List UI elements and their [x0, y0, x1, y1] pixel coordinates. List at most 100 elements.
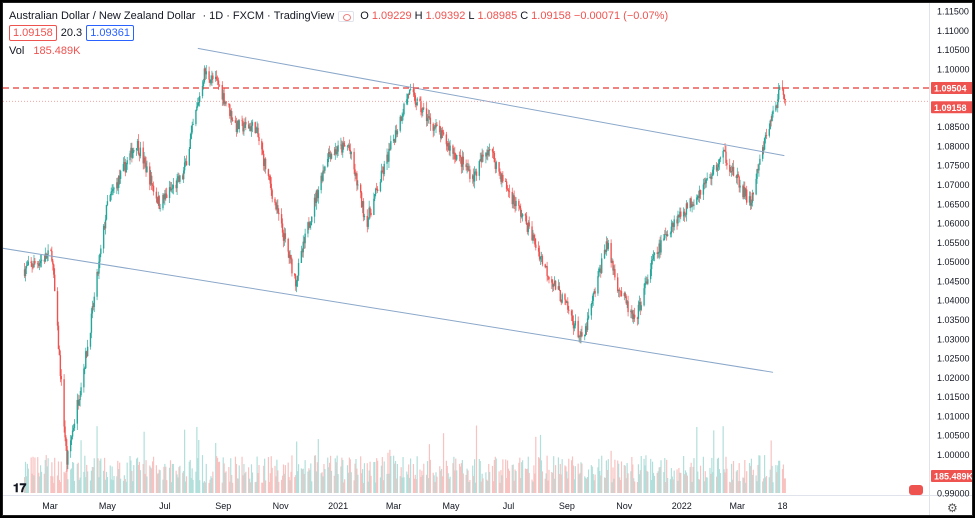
- volume-bar: [462, 473, 464, 493]
- volume-bar: [692, 466, 694, 493]
- y-tick-label: 1.07500: [937, 161, 970, 171]
- trendline[interactable]: [197, 47, 785, 157]
- candle-body: [521, 214, 524, 217]
- candle-body: [46, 254, 48, 259]
- candle-body: [686, 203, 689, 209]
- candle-body: [570, 310, 573, 316]
- volume-bar: [296, 441, 298, 493]
- volume-bar: [618, 477, 621, 493]
- volume-bar: [448, 478, 450, 493]
- tradingview-logo-icon[interactable]: 𝟏𝟕: [13, 481, 27, 495]
- volume-bar: [80, 440, 82, 493]
- candle-body: [188, 148, 191, 166]
- volume-bar: [267, 457, 270, 493]
- candle-body: [32, 266, 34, 268]
- volume-bar: [574, 466, 576, 493]
- candle-body: [605, 241, 608, 252]
- candle-body: [679, 211, 681, 218]
- candle-body: [566, 301, 568, 303]
- candle-body: [461, 156, 464, 167]
- candle-body: [456, 155, 458, 160]
- volume-bar: [460, 463, 463, 493]
- trendline[interactable]: [3, 247, 774, 373]
- volume-bar: [243, 464, 245, 493]
- candle-body: [515, 200, 517, 207]
- volume-bar: [177, 477, 179, 493]
- volume-bar: [212, 471, 214, 493]
- volume-bar: [350, 472, 352, 493]
- x-tick-label: Nov: [273, 501, 290, 511]
- volume-bar: [90, 470, 93, 493]
- volume-bar: [184, 481, 187, 493]
- candle-body: [545, 266, 547, 268]
- candle-body: [294, 273, 296, 276]
- candle-body: [775, 105, 777, 111]
- volume-bar: [502, 459, 504, 493]
- volume-bar: [54, 457, 56, 493]
- candle-body: [346, 145, 349, 147]
- gear-icon[interactable]: ⚙: [947, 501, 958, 515]
- candle-body: [111, 190, 113, 192]
- volume-bar: [626, 463, 628, 493]
- candle-body: [301, 250, 304, 253]
- candle-body: [263, 158, 266, 166]
- volume-bar: [469, 479, 471, 493]
- volume-bar: [755, 475, 757, 493]
- volume-bar: [652, 472, 655, 493]
- candle-body: [599, 268, 601, 270]
- camera-icon[interactable]: [909, 485, 923, 495]
- interval[interactable]: 1D: [209, 10, 224, 22]
- candle-body: [373, 198, 375, 215]
- candle-body: [149, 166, 151, 185]
- volume-bar: [671, 476, 673, 493]
- bid-chip[interactable]: 1.09158: [9, 25, 57, 41]
- candle-body: [581, 332, 583, 337]
- candle-body: [488, 149, 491, 151]
- volume-bar: [501, 475, 503, 493]
- volume-bar: [419, 469, 421, 493]
- candle-body: [638, 301, 641, 305]
- volume-legend: Vol 185.489K: [9, 45, 80, 57]
- candle-body: [672, 222, 674, 227]
- volume-bar: [336, 455, 338, 493]
- candle-body: [657, 252, 659, 254]
- volume-bar: [507, 468, 510, 493]
- price-chart[interactable]: 1.115001.110001.105001.100001.095001.090…: [3, 3, 973, 516]
- eye-icon[interactable]: [338, 10, 355, 22]
- volume-bar: [554, 478, 556, 493]
- candle-body: [119, 171, 122, 179]
- volume-bar: [757, 464, 759, 493]
- symbol-name[interactable]: Australian Dollar / New Zealand Dollar: [9, 10, 196, 22]
- volume-bar: [636, 482, 639, 493]
- candle-body: [254, 122, 256, 134]
- volume-bar: [170, 482, 173, 493]
- volume-bar: [87, 471, 89, 493]
- volume-bar: [380, 465, 382, 493]
- volume-bar: [182, 472, 184, 493]
- volume-bar: [248, 467, 250, 493]
- volume-bar: [525, 469, 527, 493]
- volume-bar: [691, 481, 693, 493]
- candle-body: [548, 276, 550, 280]
- candle-body: [593, 291, 595, 294]
- candle-body: [300, 250, 303, 264]
- candle-body: [367, 218, 369, 227]
- candle-body: [407, 94, 409, 100]
- candle-body: [144, 157, 146, 163]
- candle-body: [320, 175, 322, 191]
- candle-body: [610, 243, 612, 263]
- volume-bar: [597, 467, 599, 493]
- candle-body: [324, 166, 326, 171]
- ask-chip[interactable]: 1.09361: [86, 25, 134, 41]
- candle-body: [524, 214, 527, 216]
- candle-body: [495, 162, 497, 169]
- volume-bar: [329, 455, 332, 493]
- candle-body: [295, 281, 298, 287]
- candle-body: [250, 125, 253, 131]
- candle-body: [436, 124, 438, 126]
- volume-bar: [234, 456, 237, 493]
- volume-bar: [571, 456, 574, 493]
- volume-bar: [554, 465, 557, 493]
- candle-body: [176, 178, 178, 189]
- volume-bar: [211, 477, 213, 493]
